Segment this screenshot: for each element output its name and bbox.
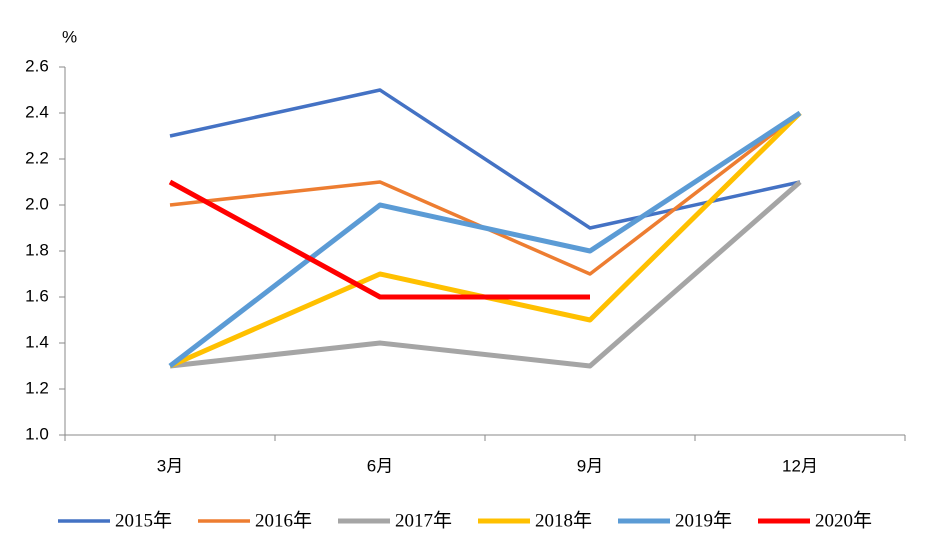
series-line — [169, 180, 802, 369]
series-line — [169, 111, 802, 276]
y-tick-label: 2.2 — [25, 148, 49, 167]
y-tick-label: 1.6 — [25, 286, 49, 305]
legend-label: 2015年 — [115, 509, 172, 531]
y-tick-label: 2.4 — [25, 102, 49, 121]
y-tick-label: 1.0 — [25, 424, 49, 443]
y-tick-label: 2.0 — [25, 194, 49, 213]
x-tick-label: 3月 — [157, 456, 183, 475]
series-line — [169, 88, 801, 230]
legend-label: 2018年 — [535, 509, 592, 531]
y-tick-label: 2.6 — [25, 56, 49, 75]
y-tick-label: 1.8 — [25, 240, 49, 259]
series-line — [168, 111, 802, 369]
legend-label: 2016年 — [255, 509, 312, 531]
series-line — [168, 179, 590, 300]
y-axis-label: % — [62, 27, 77, 46]
legend-label: 2019年 — [675, 509, 732, 531]
legend-label: 2020年 — [815, 509, 872, 531]
legend-label: 2017年 — [395, 509, 452, 531]
series-line — [168, 110, 802, 368]
x-tick-label: 9月 — [577, 456, 603, 475]
y-tick-label: 1.4 — [25, 332, 49, 351]
y-tick-label: 1.2 — [25, 378, 49, 397]
x-tick-label: 6月 — [367, 456, 393, 475]
x-tick-label: 12月 — [782, 456, 818, 475]
